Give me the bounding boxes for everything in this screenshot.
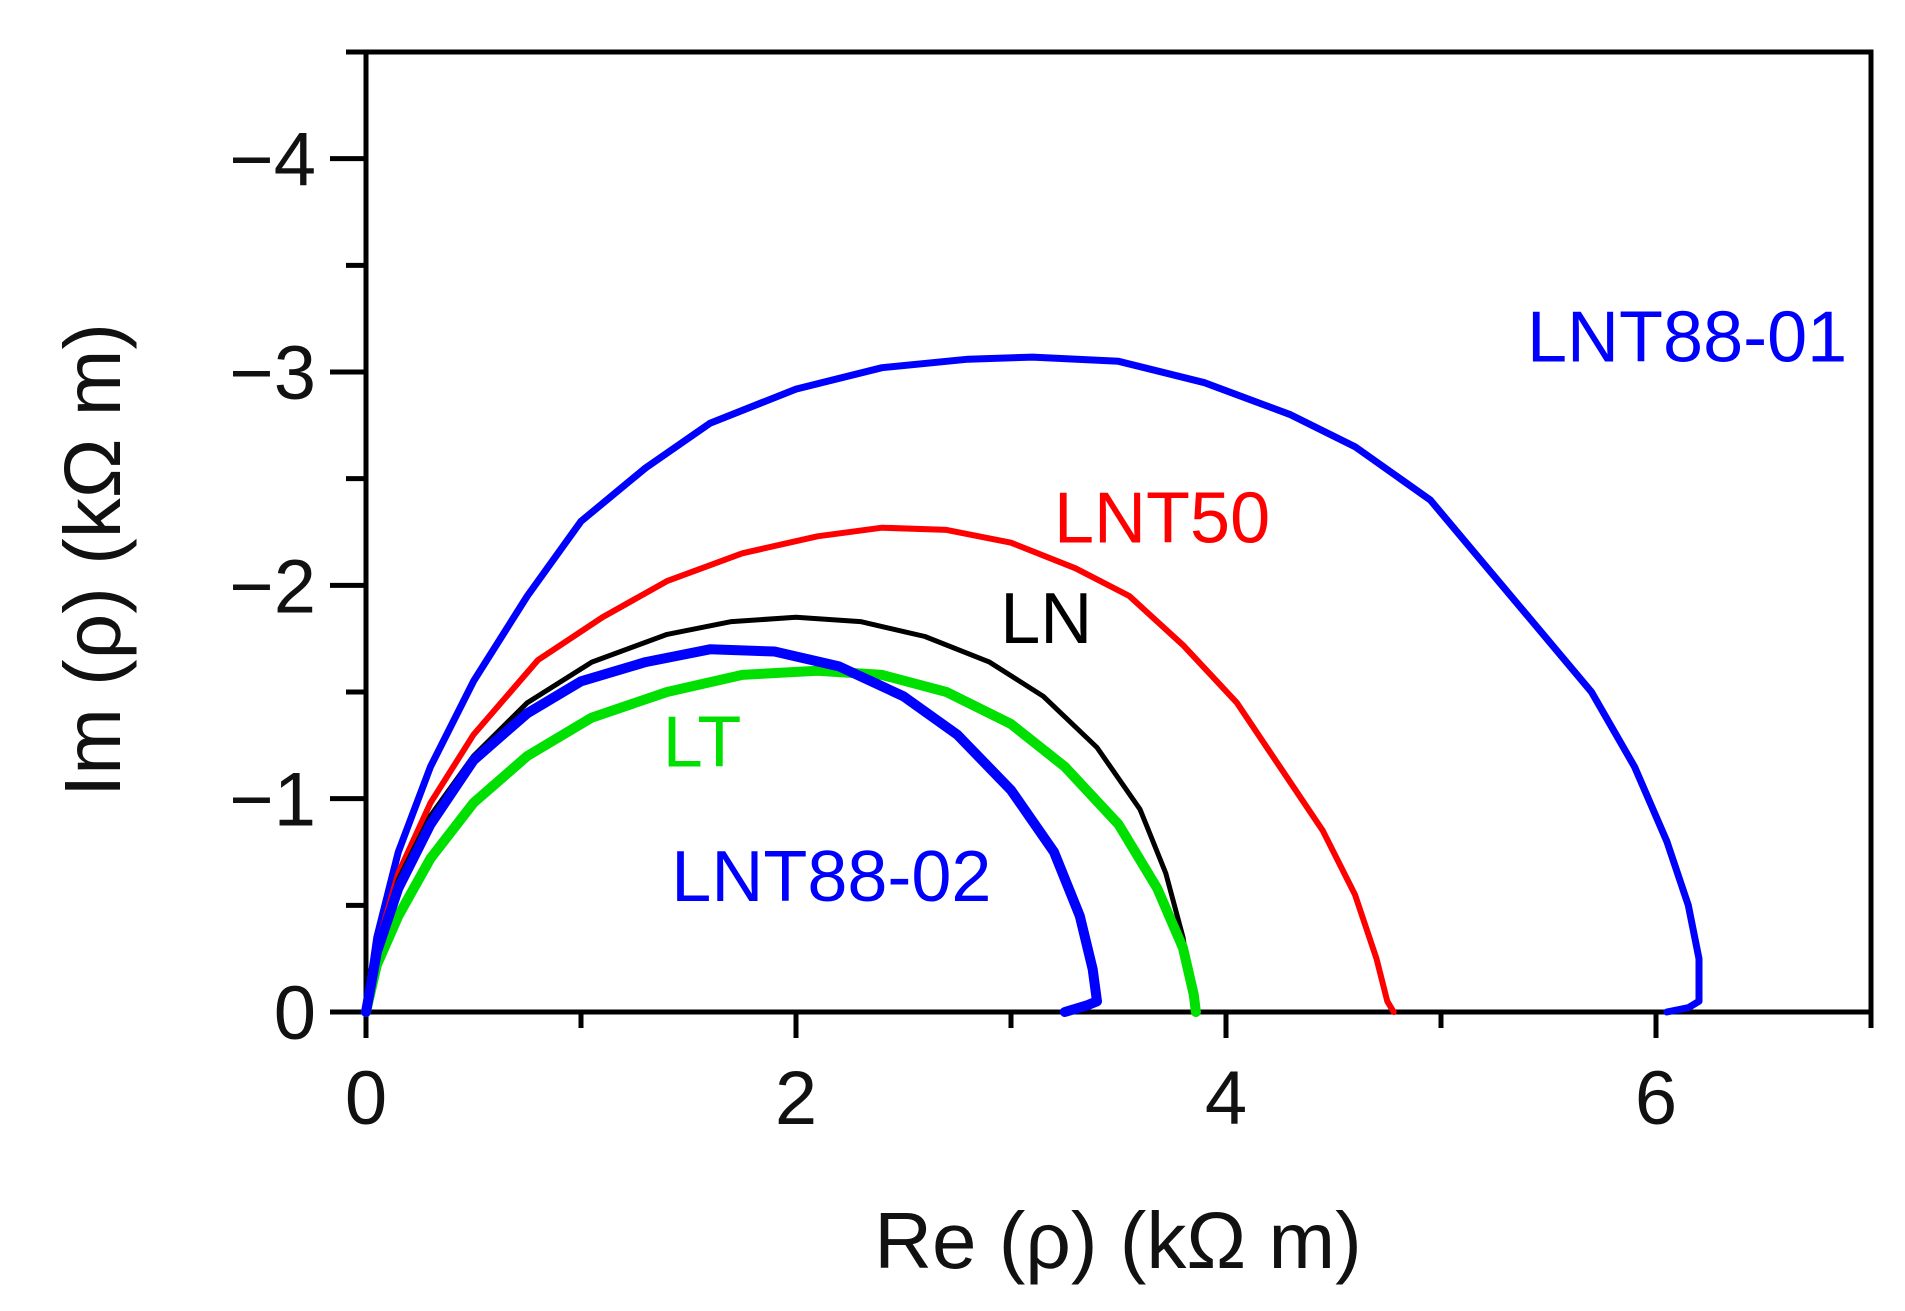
- series-labels: LNT88-01 LNT50 LN LT LNT88-02: [663, 297, 1847, 917]
- series-line-lnt88-02: [361, 644, 1102, 1017]
- series-label-ln: LN: [1000, 579, 1092, 659]
- x-tick-label: 2: [775, 1056, 817, 1141]
- y-tick-label: 0: [274, 971, 316, 1056]
- tick-labels: 0 2 4 6 0 −1 −2 −3 −4: [229, 118, 1677, 1141]
- series-line-lnt88-01: [362, 353, 1703, 1016]
- series-line-lnt50: [363, 524, 1397, 1015]
- y-tick-label: −3: [229, 331, 316, 416]
- y-tick-label: −1: [229, 758, 316, 843]
- series-layer: [361, 353, 1703, 1017]
- series-label-lt: LT: [663, 703, 742, 783]
- series-line-lt: [361, 665, 1201, 1017]
- x-axis-label: Re (ρ) (kΩ m): [874, 1196, 1361, 1285]
- series-label-lnt50: LNT50: [1054, 479, 1270, 559]
- x-tick-label: 0: [345, 1056, 387, 1141]
- axis-ticks: [330, 49, 1874, 1038]
- x-tick-label: 4: [1205, 1056, 1247, 1141]
- y-tick-label: −2: [229, 544, 316, 629]
- y-tick-label: −4: [229, 118, 316, 203]
- series-label-lnt88-01: LNT88-01: [1527, 297, 1847, 377]
- y-axis-label: Im (ρ) (kΩ m): [48, 323, 137, 797]
- x-tick-label: 6: [1635, 1056, 1677, 1141]
- plot-frame: [363, 49, 1874, 1015]
- series-label-lnt88-02: LNT88-02: [671, 837, 991, 917]
